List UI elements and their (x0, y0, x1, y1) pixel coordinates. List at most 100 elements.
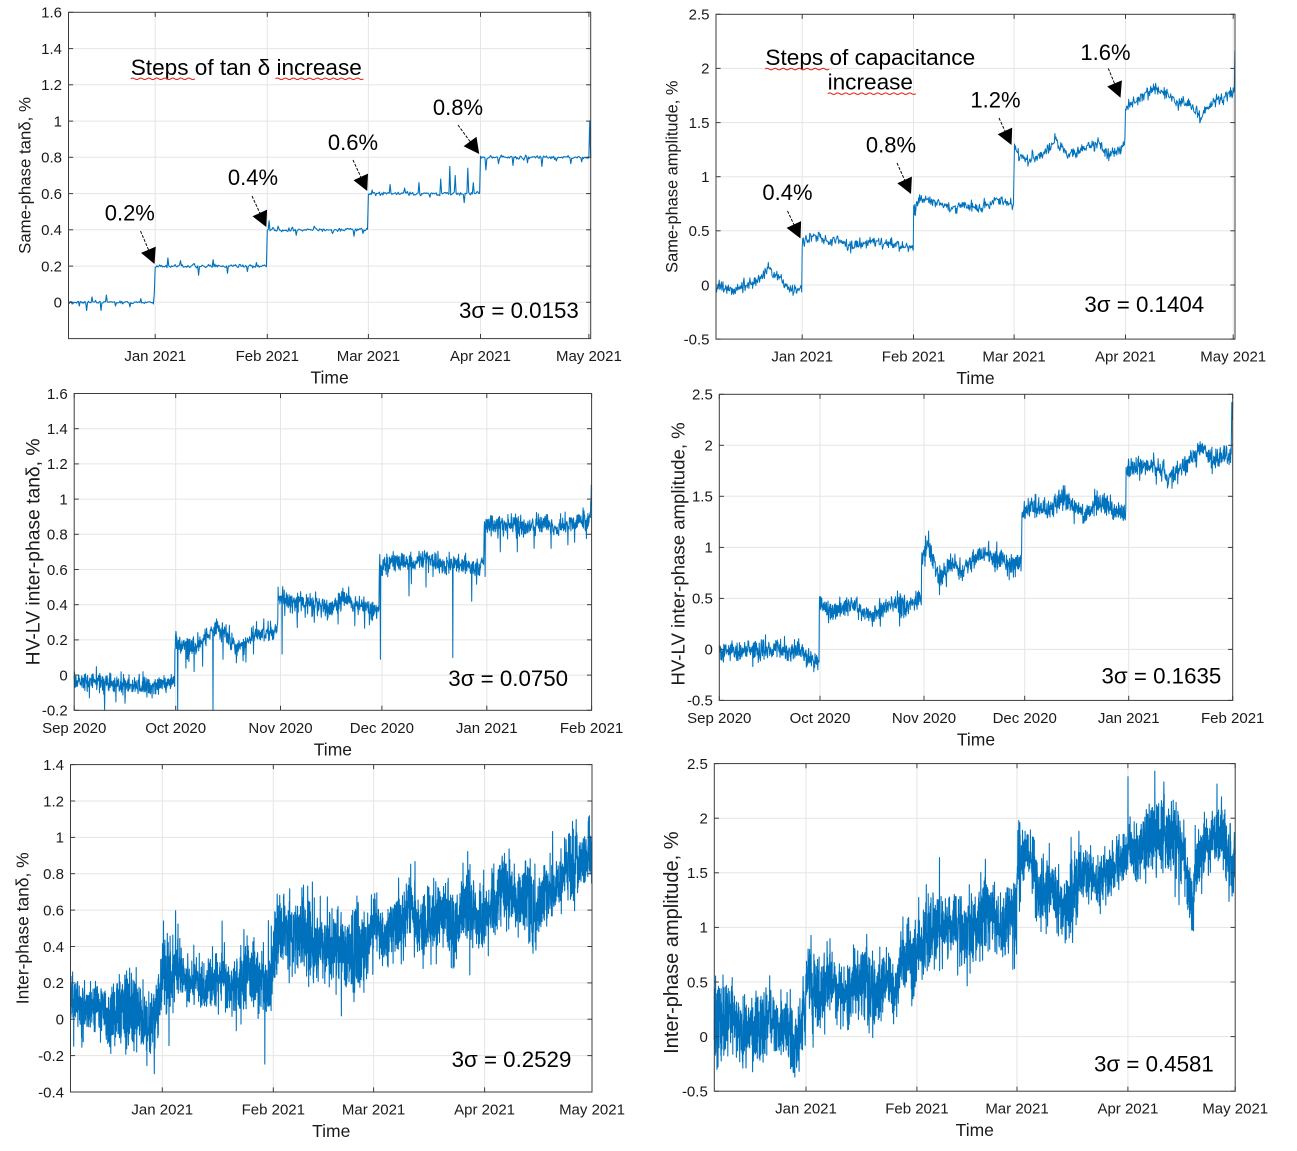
svg-text:-0.5: -0.5 (682, 1084, 708, 1101)
svg-text:1: 1 (54, 113, 62, 130)
svg-text:2.5: 2.5 (687, 756, 708, 773)
svg-text:1.2: 1.2 (41, 77, 62, 94)
svg-text:May 2021: May 2021 (1202, 1101, 1268, 1118)
svg-text:0.2%: 0.2% (105, 201, 155, 226)
svg-text:Feb 2021: Feb 2021 (885, 1101, 948, 1118)
svg-text:2: 2 (704, 438, 712, 455)
svg-text:Sep 2020: Sep 2020 (687, 710, 751, 727)
svg-text:Jan 2021: Jan 2021 (456, 720, 518, 737)
svg-text:0.4: 0.4 (41, 222, 62, 239)
svg-text:3σ = 0.1635: 3σ = 0.1635 (1102, 663, 1222, 688)
svg-text:Steps of capacitance: Steps of capacitance (765, 45, 975, 70)
svg-text:0.8: 0.8 (47, 527, 68, 544)
svg-text:HV-LV inter-phase amplitude, %: HV-LV inter-phase amplitude, % (668, 422, 689, 685)
svg-text:1.4: 1.4 (41, 41, 62, 58)
svg-text:1.2%: 1.2% (970, 88, 1020, 113)
svg-text:Jan 2021: Jan 2021 (131, 1102, 193, 1119)
svg-text:1.5: 1.5 (687, 865, 708, 882)
svg-text:Apr 2021: Apr 2021 (1095, 349, 1156, 366)
svg-text:0.8%: 0.8% (433, 95, 483, 120)
svg-text:May 2021: May 2021 (559, 1102, 625, 1119)
svg-text:Feb 2021: Feb 2021 (560, 720, 623, 737)
svg-text:3σ = 0.4581: 3σ = 0.4581 (1094, 1052, 1214, 1077)
svg-text:Mar 2021: Mar 2021 (337, 348, 400, 365)
svg-text:0.5: 0.5 (689, 223, 710, 240)
svg-text:Jan 2021: Jan 2021 (771, 349, 833, 366)
svg-text:Jan 2021: Jan 2021 (1098, 710, 1160, 727)
svg-text:0: 0 (704, 642, 712, 659)
svg-text:1.5: 1.5 (689, 115, 710, 132)
svg-text:Oct 2020: Oct 2020 (790, 710, 851, 727)
svg-text:0.8: 0.8 (43, 866, 64, 883)
svg-text:3σ = 0.0750: 3σ = 0.0750 (448, 666, 568, 691)
svg-text:0.5: 0.5 (692, 591, 713, 608)
svg-text:Feb 2021: Feb 2021 (242, 1102, 305, 1119)
svg-text:1: 1 (704, 540, 712, 557)
svg-text:0: 0 (701, 277, 709, 294)
svg-text:0.5: 0.5 (687, 974, 708, 991)
svg-text:2: 2 (699, 811, 707, 828)
svg-text:0.6: 0.6 (47, 562, 68, 579)
svg-text:2: 2 (701, 61, 709, 78)
svg-text:Nov 2020: Nov 2020 (892, 710, 956, 727)
svg-text:Mar 2021: Mar 2021 (342, 1102, 405, 1119)
svg-text:0.4%: 0.4% (762, 180, 812, 205)
svg-text:1.2: 1.2 (47, 456, 68, 473)
svg-text:Time: Time (956, 1120, 994, 1140)
svg-text:-0.2: -0.2 (38, 1048, 64, 1065)
svg-text:0.6: 0.6 (41, 186, 62, 203)
svg-text:Steps of tan δ increase: Steps of tan δ increase (131, 55, 362, 80)
svg-text:-0.5: -0.5 (684, 331, 710, 348)
svg-text:0.6%: 0.6% (328, 130, 378, 155)
svg-text:1.5: 1.5 (692, 489, 713, 506)
svg-text:May 2021: May 2021 (1200, 349, 1266, 366)
svg-text:Same-phase tanδ, %: Same-phase tanδ, % (15, 97, 34, 254)
svg-text:Jan 2021: Jan 2021 (775, 1101, 837, 1118)
svg-text:Apr 2021: Apr 2021 (450, 348, 511, 365)
svg-text:1.6: 1.6 (41, 5, 62, 22)
svg-text:1.4: 1.4 (43, 757, 64, 774)
svg-text:-0.2: -0.2 (42, 703, 68, 720)
svg-text:2.5: 2.5 (689, 7, 710, 24)
svg-text:Feb 2021: Feb 2021 (1201, 710, 1264, 727)
svg-text:Feb 2021: Feb 2021 (882, 349, 945, 366)
svg-text:1.6: 1.6 (47, 386, 68, 403)
svg-text:-0.4: -0.4 (38, 1084, 64, 1101)
svg-text:Time: Time (314, 739, 352, 759)
svg-text:Sep 2020: Sep 2020 (42, 720, 106, 737)
svg-text:increase: increase (828, 70, 913, 95)
svg-text:0.4: 0.4 (47, 597, 68, 614)
svg-text:Apr 2021: Apr 2021 (454, 1102, 515, 1119)
svg-text:0.4%: 0.4% (228, 165, 278, 190)
svg-text:Nov 2020: Nov 2020 (248, 720, 312, 737)
svg-text:3σ = 0.2529: 3σ = 0.2529 (452, 1047, 572, 1072)
svg-text:Mar 2021: Mar 2021 (985, 1101, 1048, 1118)
svg-text:3σ = 0.1404: 3σ = 0.1404 (1084, 292, 1204, 317)
svg-text:Feb 2021: Feb 2021 (236, 348, 299, 365)
svg-text:Same-phase amplitude, %: Same-phase amplitude, % (664, 81, 682, 273)
svg-text:Jan 2021: Jan 2021 (124, 348, 186, 365)
svg-text:0: 0 (59, 667, 67, 684)
svg-text:Apr 2021: Apr 2021 (1097, 1101, 1158, 1118)
svg-text:0.2: 0.2 (47, 632, 68, 649)
svg-text:0.8%: 0.8% (866, 133, 916, 158)
svg-text:Mar 2021: Mar 2021 (982, 349, 1045, 366)
svg-text:1: 1 (56, 830, 64, 847)
svg-text:Time: Time (312, 1121, 350, 1141)
svg-text:1.2: 1.2 (43, 793, 64, 810)
svg-text:Time: Time (957, 729, 995, 749)
svg-text:May 2021: May 2021 (556, 348, 622, 365)
svg-text:Time: Time (956, 368, 994, 388)
svg-text:HV-LV inter-phase tanδ, %: HV-LV inter-phase tanδ, % (24, 438, 45, 665)
svg-text:Time: Time (310, 368, 348, 388)
svg-text:Inter-phase amplitude, %: Inter-phase amplitude, % (661, 831, 683, 1054)
svg-text:Inter-phase tanδ, %: Inter-phase tanδ, % (13, 852, 33, 1004)
svg-text:1: 1 (699, 920, 707, 937)
svg-text:0.2: 0.2 (41, 258, 62, 275)
svg-text:3σ = 0.0153: 3σ = 0.0153 (459, 298, 579, 323)
svg-text:-0.5: -0.5 (687, 693, 713, 710)
svg-text:2.5: 2.5 (692, 387, 713, 404)
svg-text:0.2: 0.2 (43, 975, 64, 992)
svg-text:1.4: 1.4 (47, 421, 68, 438)
svg-text:Oct 2020: Oct 2020 (145, 720, 206, 737)
